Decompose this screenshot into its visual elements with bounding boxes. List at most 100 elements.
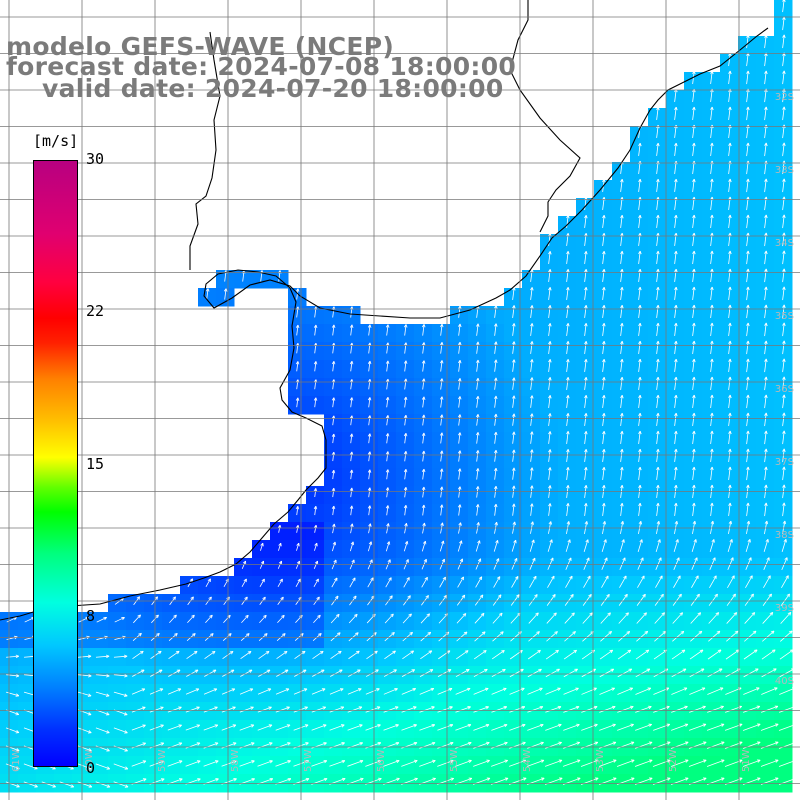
wind-arrow [512, 449, 516, 462]
wind-arrow [526, 759, 545, 767]
wind-arrow [778, 741, 797, 749]
wind-arrow [95, 763, 111, 770]
wind-arrow [692, 466, 696, 481]
wind-arrow [709, 575, 717, 588]
wind-arrow [656, 304, 660, 319]
coastline [0, 0, 769, 621]
wind-arrow [258, 669, 271, 677]
lat-label: 38S [775, 530, 794, 541]
wind-arrow [528, 631, 540, 642]
wind-arrow [746, 412, 750, 427]
wind-arrow [133, 614, 141, 624]
wind-arrow [602, 214, 606, 228]
wind-arrow [602, 502, 606, 516]
wind-arrow [312, 650, 324, 660]
wind-arrow [530, 377, 534, 390]
wind-arrow [710, 214, 714, 229]
wind-arrow [581, 723, 598, 731]
wind-arrow [545, 687, 561, 695]
wind-arrow [311, 724, 327, 731]
wind-arrow [473, 706, 489, 713]
wind-arrow [150, 650, 162, 660]
wind-arrow [781, 557, 788, 571]
wind-arrow [601, 557, 608, 570]
wind-arrow [547, 539, 553, 552]
wind-arrow [456, 650, 469, 660]
wind-arrow [420, 631, 432, 642]
wind-arrow [332, 523, 336, 534]
wind-arrow [781, 538, 787, 553]
wind-arrow [530, 431, 534, 444]
wind-arrow [312, 633, 322, 641]
wind-arrow [602, 340, 606, 354]
wind-arrow [746, 394, 750, 409]
wind-arrow [692, 376, 696, 391]
wind-arrow [566, 269, 570, 282]
wind-arrow [584, 431, 588, 444]
wind-arrow [707, 668, 723, 678]
lon-label: 59W [157, 749, 168, 772]
wind-arrow [692, 106, 696, 121]
wind-arrow [530, 395, 534, 408]
wind-arrow [492, 631, 504, 642]
wind-arrow [600, 631, 612, 642]
wind-arrow [331, 487, 336, 498]
wind-arrow [239, 724, 255, 731]
wind-arrow [636, 593, 646, 606]
wind-arrow [692, 448, 696, 463]
wind-arrow [620, 340, 624, 354]
wind-arrow [77, 781, 93, 788]
wind-arrow [672, 612, 684, 624]
wind-arrow [420, 613, 430, 624]
wind-arrow [457, 450, 462, 462]
wind-arrow [671, 723, 689, 731]
wind-arrow [349, 541, 355, 552]
wind-arrow [528, 612, 539, 624]
wind-arrow [294, 669, 307, 677]
wind-arrow [384, 632, 395, 642]
wind-arrow [620, 521, 625, 534]
colorbar-tick-0: 0 [86, 759, 96, 777]
wind-arrow [602, 466, 606, 480]
wind-arrow [764, 286, 768, 301]
wind-arrow [383, 759, 400, 767]
wind-arrow [205, 578, 211, 588]
wind-arrow [295, 397, 300, 408]
wind-arrow [674, 142, 678, 157]
wind-arrow [313, 560, 319, 569]
wind-arrow [620, 412, 624, 426]
wind-arrow [710, 430, 714, 445]
wind-arrow [241, 614, 249, 624]
wind-arrow [512, 341, 516, 354]
wind-arrow [5, 781, 20, 788]
wind-arrow [706, 759, 725, 767]
wind-arrow [455, 706, 471, 713]
wind-arrow [638, 358, 642, 373]
wind-arrow [565, 557, 572, 570]
wind-arrow [295, 578, 301, 587]
wind-arrow [331, 595, 339, 606]
wind-arrow [692, 340, 696, 355]
wind-arrow [167, 706, 182, 713]
wind-arrow [688, 741, 707, 749]
wind-arrow [329, 724, 345, 731]
wind-arrow [475, 450, 480, 462]
wind-arrow [764, 376, 768, 391]
wind-arrow [708, 612, 720, 624]
wind-arrow [150, 669, 163, 677]
wind-arrow [782, 268, 786, 283]
wind-arrow [383, 669, 397, 677]
wind-arrow [566, 377, 570, 390]
wind-arrow [782, 340, 786, 355]
wind-arrow [674, 448, 678, 463]
wind-arrow [257, 688, 272, 695]
wind-arrow [764, 304, 768, 319]
wind-arrow [365, 688, 380, 695]
wind-arrow [77, 763, 92, 770]
wind-arrow [367, 487, 372, 498]
wind-arrow [655, 539, 661, 552]
wind-arrow [728, 232, 732, 247]
wind-arrow [527, 705, 544, 713]
wind-arrow [95, 781, 111, 788]
wind-arrow [656, 466, 660, 481]
